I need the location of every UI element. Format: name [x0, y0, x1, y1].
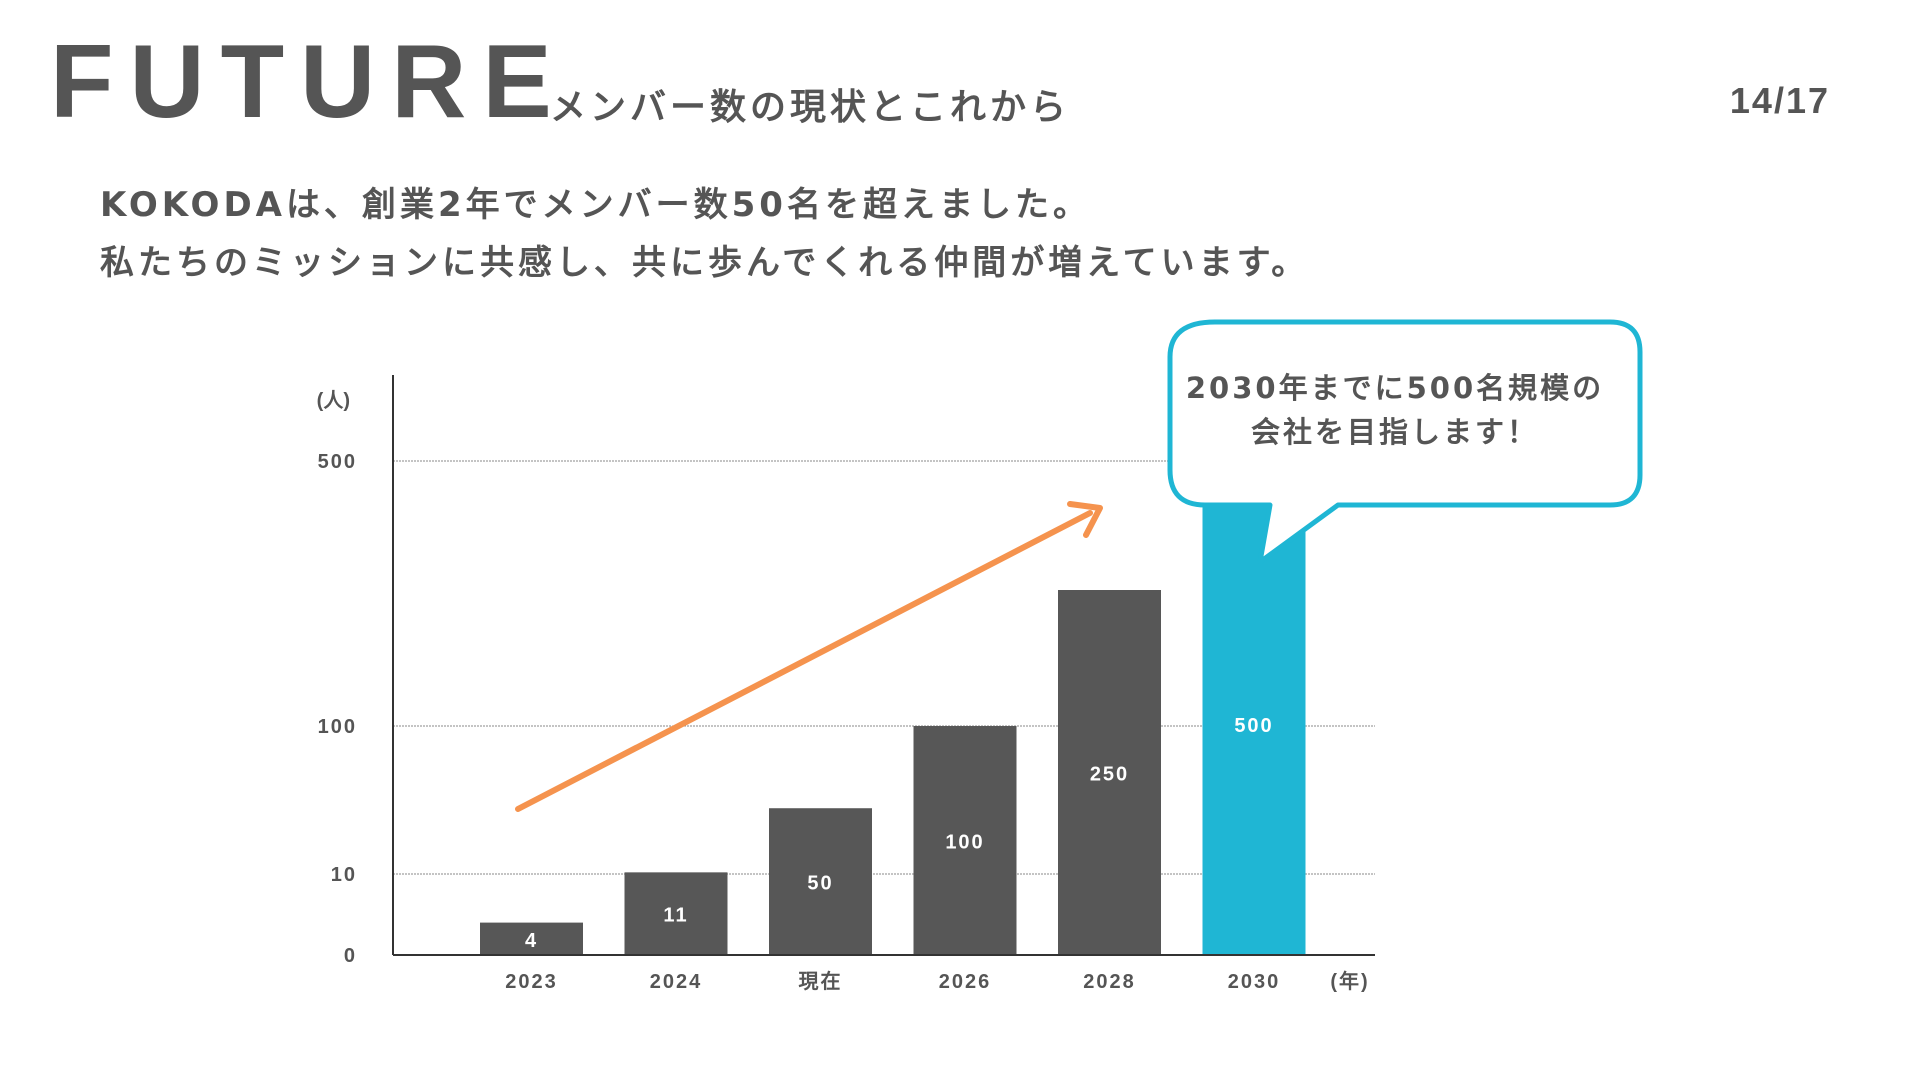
y-unit-label: (人) — [317, 389, 350, 412]
x-unit-label: (年) — [1330, 969, 1369, 993]
callout-text: 2030年までに500名規模の 会社を目指します！ — [1165, 366, 1625, 454]
bar-value-label: 500 — [1234, 715, 1273, 737]
page-title: FUTURE — [50, 24, 568, 140]
bar-value-label: 250 — [1090, 764, 1129, 786]
callout-line-2: 会社を目指します！ — [1250, 415, 1539, 449]
lead-line-2: 私たちのミッションに共感し、共に歩んでくれる仲間が増えています。 — [100, 243, 1310, 283]
bar-2023 — [480, 922, 583, 955]
lead-text: KOKODAは、創業2年でメンバー数50名を超えました。 私たちのミッションに共… — [100, 176, 1309, 292]
y-tick-label: 100 — [318, 716, 357, 738]
page-subtitle: メンバー数の現状とこれから — [550, 87, 1071, 128]
x-tick-label: 2028 — [1083, 971, 1136, 993]
trend-arrow-head — [1067, 501, 1103, 538]
bar-value-label: 100 — [945, 832, 984, 854]
callout-line-1: 2030年までに500名規模の — [1185, 371, 1605, 405]
x-tick-label: 2023 — [505, 971, 558, 993]
y-tick-label: 10 — [331, 864, 357, 886]
x-tick-label: 2030 — [1228, 971, 1281, 993]
x-tick-label: 2026 — [939, 971, 992, 993]
bar-2028 — [1058, 590, 1161, 955]
bar-value-label: 4 — [525, 930, 538, 952]
lead-line-1: KOKODAは、創業2年でメンバー数50名を超えました。 — [100, 185, 1091, 225]
bar-2030 — [1202, 470, 1306, 955]
bar-2026 — [913, 726, 1017, 955]
y-tick-label: 500 — [318, 451, 357, 473]
bar-value-label: 50 — [807, 873, 833, 895]
bar-value-label: 11 — [663, 905, 688, 927]
x-tick-label: 2024 — [650, 971, 703, 993]
bar-2024 — [624, 872, 728, 955]
y-tick-label: 0 — [344, 945, 357, 967]
bar-現在 — [769, 808, 872, 955]
page-number: 14/17 — [1729, 80, 1830, 121]
x-tick-label: 現在 — [799, 969, 843, 993]
trend-arrow-line — [515, 510, 1093, 812]
callout-bubble — [1167, 319, 1643, 565]
